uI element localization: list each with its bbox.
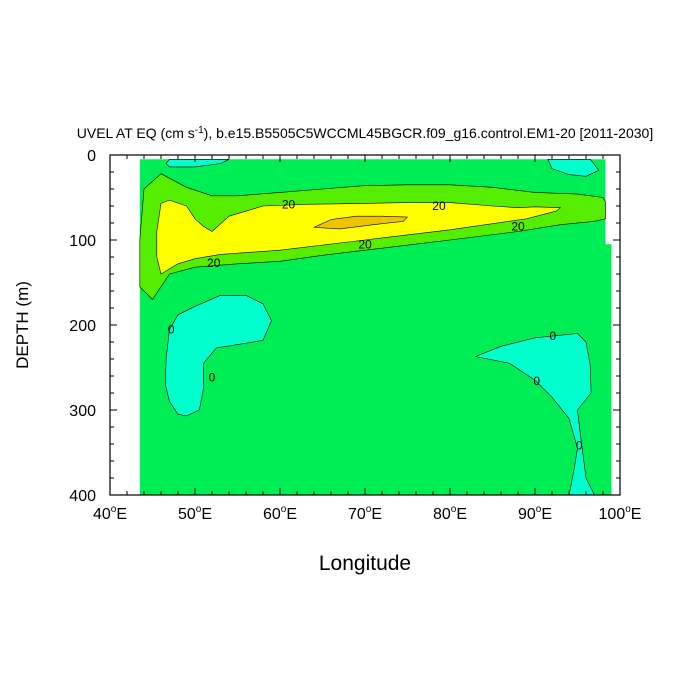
x-tick-label: 80oE: [433, 504, 467, 523]
y-tick-label: 300: [69, 403, 96, 420]
chart-title: UVEL AT EQ (cm s-1), b.e15.B5505C5WCCML4…: [77, 125, 653, 141]
chart-title-main: UVEL AT EQ (cm s: [77, 125, 195, 141]
contour-labels: 20 20 20 20 20 0 0 0 0 0: [168, 197, 583, 452]
region-neg-surface-east: [547, 159, 600, 177]
x-tick-label: 40oE: [93, 504, 127, 523]
y-axis-title: DEPTH (m): [13, 281, 32, 369]
contour-label: 20: [207, 256, 221, 270]
axis-ticks: 40oE 50oE 60oE 70oE 80oE 90oE 100oE01002003004…: [69, 148, 641, 523]
x-tick-label: 60oE: [263, 504, 297, 523]
region-band-40-60: [156, 199, 561, 275]
y-tick-label: 200: [69, 318, 96, 335]
x-tick-label: 90oE: [518, 504, 552, 523]
x-tick-label: 50oE: [178, 504, 212, 523]
contour-label: 0: [576, 439, 583, 453]
contour-label: 20: [511, 219, 525, 233]
x-tick-label: 100oE: [599, 504, 642, 523]
contour-label: 0: [209, 371, 216, 385]
contour-label: 20: [282, 197, 296, 211]
contour-label: 20: [432, 199, 446, 213]
contour-label: 20: [358, 237, 372, 251]
contour-regions: [139, 159, 612, 496]
chart-title-rest: ), b.e15.B5505C5WCCML45BGCR.f09_g16.cont…: [204, 125, 654, 141]
region-neg-east-lobe: [475, 333, 595, 496]
x-axis-title: Longitude: [319, 552, 411, 575]
contour-label: 0: [550, 329, 557, 343]
x-tick-label: 70oE: [348, 504, 382, 523]
region-band-60-plus: [313, 215, 408, 230]
y-tick-label: 400: [69, 488, 96, 505]
y-tick-label: 0: [87, 148, 96, 165]
contour-label: 0: [168, 322, 175, 336]
y-tick-label: 100: [69, 233, 96, 250]
contour-label: 0: [533, 374, 540, 388]
chart-title-exponent: -1: [195, 125, 204, 136]
region-neg-surface-west: [165, 159, 230, 168]
region-neg-west-lobe: [165, 294, 272, 417]
